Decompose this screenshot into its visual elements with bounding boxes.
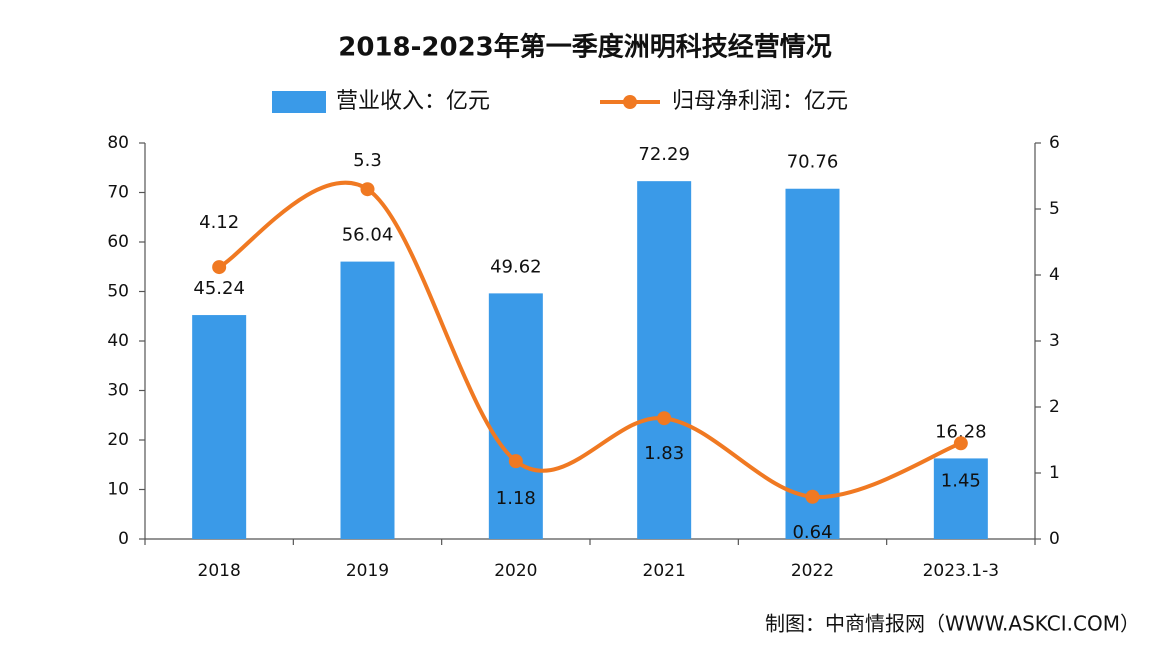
y2-tick-label: 4 bbox=[1049, 265, 1060, 285]
x-tick-label: 2023.1-3 bbox=[923, 561, 999, 581]
bar-value-label: 16.28 bbox=[935, 421, 987, 442]
legend-label: 营业收入：亿元 bbox=[336, 89, 490, 114]
x-tick-label: 2018 bbox=[198, 561, 241, 581]
y2-tick-label: 3 bbox=[1049, 331, 1060, 351]
bar-value-label: 49.62 bbox=[490, 256, 542, 277]
line-point bbox=[953, 436, 968, 451]
y-tick-label: 0 bbox=[118, 529, 129, 549]
y-tick-label: 10 bbox=[107, 480, 129, 500]
x-tick-label: 2022 bbox=[791, 561, 834, 581]
x-tick-label: 2020 bbox=[494, 561, 537, 581]
y2-tick-label: 2 bbox=[1049, 397, 1060, 417]
bar bbox=[637, 181, 692, 540]
line-point bbox=[805, 489, 820, 504]
bar-value-label: 56.04 bbox=[342, 225, 394, 246]
x-tick-label: 2021 bbox=[643, 561, 686, 581]
bar bbox=[192, 315, 247, 539]
y-tick-label: 40 bbox=[107, 331, 129, 351]
y-tick-label: 30 bbox=[107, 381, 129, 401]
legend-label: 归母净利润：亿元 bbox=[672, 89, 848, 114]
source-note: 制图：中商情报网（WWW.ASKCI.COM） bbox=[765, 612, 1140, 636]
line-value-label: 1.83 bbox=[644, 443, 684, 464]
y-tick-label: 60 bbox=[107, 232, 129, 252]
bar bbox=[340, 261, 395, 539]
y2-tick-label: 0 bbox=[1049, 529, 1060, 549]
legend-swatch bbox=[272, 91, 326, 113]
y-tick-label: 70 bbox=[107, 183, 129, 203]
line-value-label: 1.45 bbox=[941, 470, 981, 491]
x-tick-label: 2019 bbox=[346, 561, 389, 581]
bar bbox=[488, 293, 543, 539]
bar bbox=[933, 458, 988, 539]
legend-swatch bbox=[623, 95, 637, 109]
line-value-label: 0.64 bbox=[792, 522, 832, 543]
bar bbox=[785, 188, 840, 539]
y-tick-label: 20 bbox=[107, 430, 129, 450]
bar-value-label: 45.24 bbox=[193, 278, 245, 299]
y2-tick-label: 1 bbox=[1049, 463, 1060, 483]
line-point bbox=[360, 182, 375, 197]
y-tick-label: 50 bbox=[107, 282, 129, 302]
y2-tick-label: 6 bbox=[1049, 133, 1060, 153]
line-point bbox=[508, 454, 523, 469]
line-value-label: 4.12 bbox=[199, 212, 239, 233]
line-point bbox=[657, 411, 672, 426]
y2-tick-label: 5 bbox=[1049, 199, 1060, 219]
y-tick-label: 80 bbox=[107, 133, 129, 153]
bar-value-label: 70.76 bbox=[787, 152, 839, 173]
bar-value-label: 72.29 bbox=[638, 144, 690, 165]
line-value-label: 5.3 bbox=[353, 150, 382, 171]
chart-title: 2018-2023年第一季度洲明科技经营情况 bbox=[338, 32, 832, 63]
line-value-label: 1.18 bbox=[496, 488, 536, 509]
line-point bbox=[212, 260, 227, 275]
